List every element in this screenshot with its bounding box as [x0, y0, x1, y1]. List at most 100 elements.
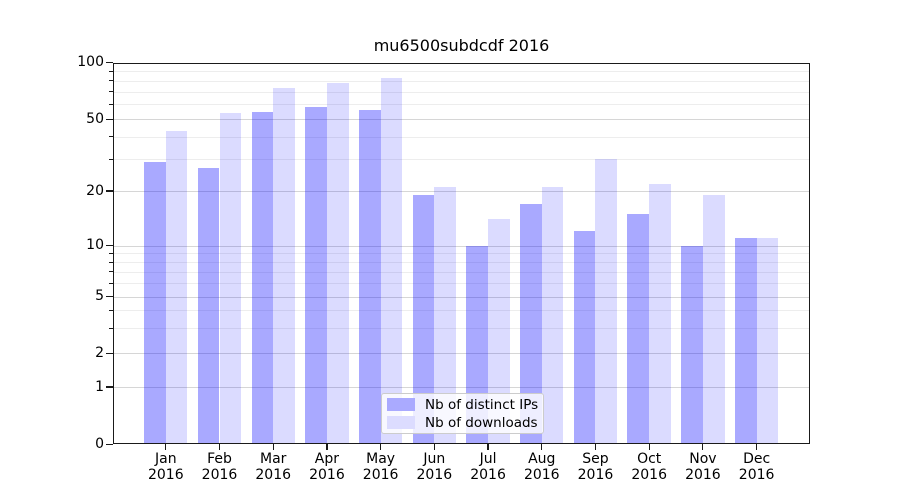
x-tick-mark — [218, 444, 221, 451]
minor-gridline — [113, 283, 810, 285]
minor-gridline — [113, 71, 810, 73]
x-tick-mark — [165, 444, 167, 451]
bar-jul-downloads — [488, 219, 510, 445]
x-tick-label: Apr 2016 — [309, 451, 345, 483]
y-tick-mark — [106, 245, 113, 247]
bar-aug-distinct-ips — [520, 203, 542, 445]
y-tick-mark — [106, 118, 113, 120]
y-minor-tick-mark — [109, 136, 113, 138]
x-tick-label: Mar 2016 — [255, 451, 292, 483]
x-tick-mark — [702, 444, 704, 451]
bar-jan-downloads — [165, 131, 188, 445]
x-tick-label: Oct 2016 — [631, 451, 667, 483]
x-tick-mark — [541, 444, 543, 451]
x-tick-label: Jan 2016 — [147, 451, 184, 483]
bar-nov-downloads — [702, 195, 725, 445]
major-gridline — [113, 353, 810, 355]
bar-aug-downloads — [541, 187, 564, 445]
major-gridline — [113, 191, 810, 192]
y-minor-tick-mark — [109, 158, 113, 160]
bar-may-distinct-ips — [358, 110, 381, 445]
major-gridline — [113, 119, 810, 121]
minor-gridline — [113, 104, 810, 106]
y-minor-tick-mark — [109, 282, 113, 284]
bar-sep-downloads — [595, 159, 618, 445]
y-minor-tick-mark — [109, 327, 113, 329]
bar-feb-distinct-ips — [197, 167, 220, 445]
bar-dec-downloads — [756, 238, 779, 445]
x-tick-label: Feb 2016 — [201, 451, 238, 483]
legend-label-distinct-ips: Nb of distinct IPs — [425, 396, 539, 413]
legend: Nb of distinct IPs Nb of downloads — [381, 392, 544, 434]
y-tick-label: 20 — [86, 182, 104, 199]
x-tick-mark — [756, 444, 758, 451]
y-minor-tick-mark — [109, 91, 113, 93]
y-tick-mark — [106, 62, 113, 64]
major-gridline — [113, 245, 810, 247]
bar-mar-distinct-ips — [251, 111, 274, 445]
x-tick-mark — [326, 444, 328, 451]
x-tick-label: Dec 2016 — [738, 451, 775, 483]
minor-gridline — [113, 136, 810, 138]
y-minor-tick-mark — [109, 271, 113, 273]
major-gridline — [113, 296, 810, 298]
minor-gridline — [113, 262, 810, 264]
y-minor-tick-mark — [109, 261, 113, 263]
minor-gridline — [113, 80, 810, 82]
minor-gridline — [113, 310, 810, 312]
y-minor-tick-mark — [109, 80, 113, 82]
major-gridline — [113, 387, 810, 388]
x-tick-mark — [487, 444, 489, 451]
bar-oct-distinct-ips — [627, 213, 650, 445]
y-tick-label: 10 — [86, 237, 104, 254]
y-tick-mark — [106, 296, 113, 298]
x-tick-label: May 2016 — [362, 451, 399, 483]
x-tick-label: Aug 2016 — [523, 451, 560, 483]
bar-oct-downloads — [649, 183, 671, 445]
x-tick-mark — [648, 444, 650, 451]
y-tick-label: 0 — [95, 435, 104, 452]
x-tick-mark — [433, 444, 435, 451]
x-tick-label: Jun 2016 — [416, 451, 453, 483]
y-tick-label: 1 — [95, 378, 104, 395]
legend-swatch-downloads — [387, 416, 415, 429]
bar-jun-downloads — [434, 187, 457, 445]
x-tick-mark — [272, 444, 274, 451]
bar-jun-distinct-ips — [412, 195, 435, 445]
y-minor-tick-mark — [109, 103, 113, 105]
y-tick-label: 100 — [77, 54, 104, 71]
minor-gridline — [113, 253, 810, 255]
bar-apr-distinct-ips — [305, 107, 327, 445]
y-tick-mark — [106, 352, 113, 354]
x-tick-mark — [594, 444, 597, 451]
y-tick-mark — [106, 443, 113, 445]
bar-may-downloads — [380, 77, 403, 445]
minor-gridline — [113, 159, 810, 161]
legend-label-downloads: Nb of downloads — [425, 414, 538, 431]
legend-swatch-distinct-ips — [387, 398, 415, 411]
legend-item-downloads: Nb of downloads — [387, 414, 538, 432]
chart-title: mu6500subdcdf 2016 — [373, 36, 550, 55]
bar-nov-distinct-ips — [681, 245, 703, 445]
minor-gridline — [113, 328, 810, 330]
y-tick-label: 50 — [86, 110, 104, 127]
y-minor-tick-mark — [109, 70, 113, 72]
bar-dec-distinct-ips — [734, 238, 757, 445]
bar-sep-distinct-ips — [573, 231, 596, 445]
bar-jan-distinct-ips — [144, 161, 166, 445]
y-tick-label: 2 — [95, 344, 104, 361]
y-tick-mark — [106, 386, 113, 388]
y-minor-tick-mark — [109, 252, 113, 254]
x-tick-label: Jul 2016 — [470, 451, 506, 483]
x-tick-mark — [380, 444, 382, 451]
minor-gridline — [113, 271, 810, 273]
x-tick-label: Sep 2016 — [577, 451, 614, 483]
x-tick-label: Nov 2016 — [685, 451, 721, 483]
y-minor-tick-mark — [109, 309, 113, 311]
bar-apr-downloads — [326, 82, 349, 445]
y-tick-label: 5 — [95, 288, 104, 305]
